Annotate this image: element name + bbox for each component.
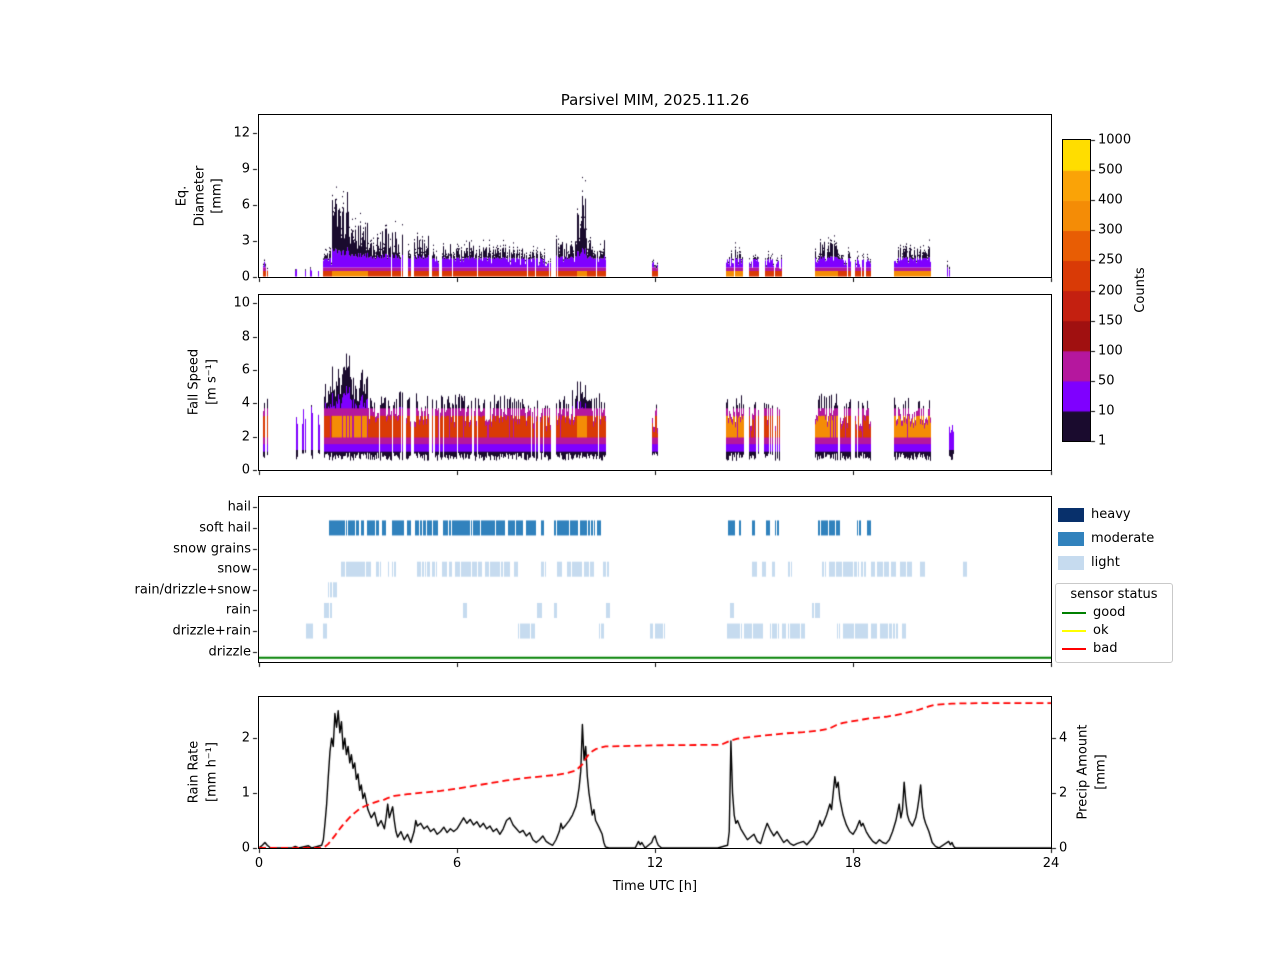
- right-y-tick-label: 2: [1059, 785, 1068, 801]
- category-label-rain-drizzle-snow: rain/drizzle+snow: [134, 582, 252, 598]
- colorbar-gradient: [1063, 140, 1090, 441]
- y-axis-label-fall-speed: Fall Speed [m s⁻¹]: [186, 348, 219, 416]
- colorbar-tick-label: 250: [1098, 252, 1123, 268]
- colorbar-tick-label: 150: [1098, 313, 1123, 329]
- good-line-icon: [1062, 611, 1086, 614]
- y-tick-label: 10: [233, 295, 250, 311]
- y-axis-label-eq-diameter: Eq. Diameter [mm]: [174, 165, 225, 227]
- eq-diameter-heatmap: [259, 115, 1051, 277]
- colorbar-tick-label: 500: [1098, 162, 1123, 178]
- chart-title: Parsivel MIM, 2025.11.26: [560, 91, 750, 109]
- y-tick-label: 12: [233, 125, 250, 141]
- x-tick-label: 24: [1042, 856, 1060, 871]
- precip-intensity-legend: heavy moderate light: [1058, 507, 1154, 570]
- status-entry-ok: ok: [1062, 623, 1166, 638]
- right-y-tick-label: 0: [1059, 840, 1068, 856]
- rain-rate-line-chart: [259, 697, 1051, 848]
- status-label: ok: [1093, 623, 1109, 638]
- colorbar-tick-label: 400: [1098, 192, 1123, 208]
- y-tick-label: 2: [241, 429, 250, 445]
- y-tick-label: 2: [241, 730, 250, 746]
- x-tick-label: 0: [254, 856, 264, 871]
- sensor-status-legend-title: sensor status: [1070, 587, 1158, 602]
- y-tick-label: 9: [241, 161, 250, 177]
- category-label-drizzle-rain: drizzle+rain: [172, 623, 251, 639]
- right-y-tick-label: 4: [1059, 730, 1068, 746]
- legend-label: light: [1091, 555, 1120, 570]
- category-label-hail: hail: [227, 499, 251, 515]
- panel-eq-diameter: [258, 114, 1052, 278]
- light-swatch-icon: [1058, 555, 1084, 570]
- x-tick-label: 12: [646, 856, 664, 871]
- panel-precip-type: [258, 496, 1052, 663]
- colorbar-tick-label: 1000: [1098, 132, 1132, 148]
- panel-rain-rate: [258, 696, 1052, 849]
- category-label-rain: rain: [225, 602, 251, 618]
- y-tick-label: 4: [241, 395, 250, 411]
- category-label-drizzle: drizzle: [208, 644, 251, 660]
- colorbar-tick-label: 10: [1098, 403, 1115, 419]
- y-axis-label-rain-rate: Rain Rate [mm h⁻¹]: [186, 740, 219, 804]
- fall-speed-heatmap: [259, 295, 1051, 470]
- category-label-soft-hail: soft hail: [199, 520, 251, 536]
- legend-label: moderate: [1091, 531, 1155, 546]
- precip-type-timeline: [259, 497, 1051, 662]
- category-label-snow: snow: [217, 561, 251, 577]
- y-tick-label: 3: [241, 233, 250, 249]
- y-tick-label: 8: [241, 329, 250, 345]
- colorbar-tick-label: 1: [1098, 433, 1107, 449]
- x-axis-label: Time UTC [h]: [612, 879, 698, 894]
- x-tick-label: 18: [844, 856, 862, 871]
- y-axis-label-precip-amount: Precip Amount [mm]: [1075, 724, 1108, 820]
- legend-label: heavy: [1091, 507, 1131, 522]
- status-entry-good: good: [1062, 605, 1166, 620]
- sensor-status-legend: sensor status good ok bad: [1055, 583, 1173, 663]
- colorbar-tick-label: 50: [1098, 373, 1115, 389]
- status-label: bad: [1093, 641, 1118, 656]
- y-tick-label: 1: [241, 785, 250, 801]
- colorbar-tick-label: 300: [1098, 222, 1123, 238]
- legend-entry-moderate: moderate: [1058, 531, 1154, 546]
- moderate-swatch-icon: [1058, 531, 1084, 546]
- sensor-status-legend-items: good ok bad: [1062, 605, 1166, 656]
- category-label-snow-grains: snow grains: [173, 541, 251, 557]
- legend-entry-light: light: [1058, 555, 1154, 570]
- bad-line-icon: [1062, 647, 1086, 650]
- colorbar-label: Counts: [1133, 267, 1149, 313]
- legend-entry-heavy: heavy: [1058, 507, 1154, 522]
- colorbar: [1062, 139, 1091, 442]
- panel-fall-speed: [258, 294, 1052, 471]
- status-label: good: [1093, 605, 1126, 620]
- y-tick-label: 6: [241, 197, 250, 213]
- y-tick-label: 0: [241, 840, 250, 856]
- y-tick-label: 0: [241, 462, 250, 478]
- status-entry-bad: bad: [1062, 641, 1166, 656]
- colorbar-tick-label: 200: [1098, 283, 1123, 298]
- heavy-swatch-icon: [1058, 507, 1084, 522]
- ok-line-icon: [1062, 629, 1086, 632]
- y-tick-label: 6: [241, 362, 250, 378]
- colorbar-tick-label: 100: [1098, 343, 1123, 359]
- y-tick-label: 0: [241, 269, 250, 285]
- x-tick-label: 6: [452, 856, 462, 871]
